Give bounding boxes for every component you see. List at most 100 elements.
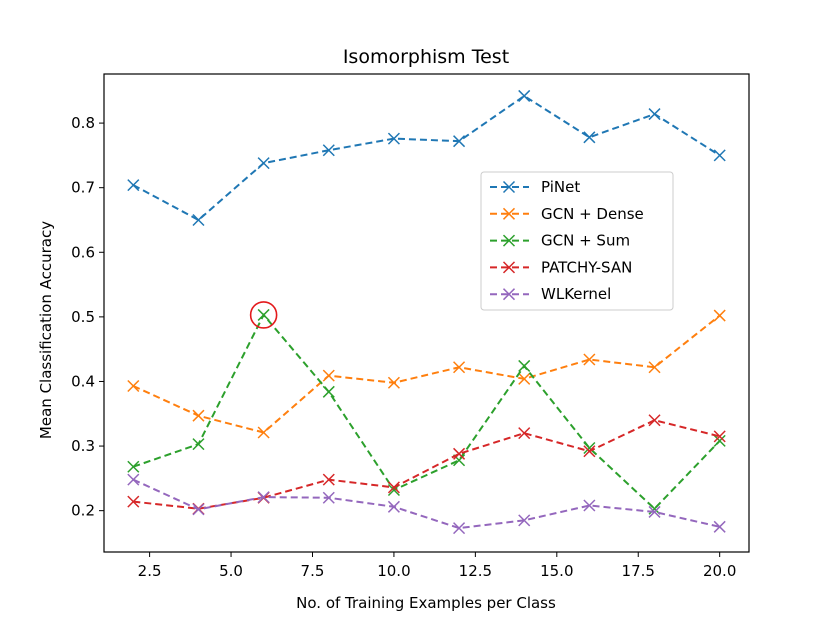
marker-stroke — [387, 500, 400, 513]
x-tick-label: 2.5 — [138, 562, 162, 580]
marker-stroke — [648, 361, 661, 374]
data-point-gcn-sum — [127, 460, 140, 473]
series-line-patchy-san — [133, 419, 720, 510]
legend-label: GCN + Dense — [541, 205, 644, 223]
annotation-layer — [249, 301, 278, 329]
data-point-wlkernel — [257, 491, 270, 504]
marker-stroke — [322, 385, 335, 398]
series-line-gcn-sum — [132, 313, 721, 511]
marker-stroke — [518, 89, 531, 102]
marker-stroke — [453, 135, 466, 148]
marker-stroke — [127, 473, 140, 486]
y-tick-label: 0.5 — [71, 308, 95, 326]
data-point-wlkernel — [322, 491, 335, 504]
marker-stroke — [453, 447, 466, 460]
x-tick-label: 17.5 — [622, 562, 655, 580]
marker-stroke — [387, 376, 400, 389]
marker-stroke — [583, 445, 596, 458]
legend-frame — [480, 171, 674, 311]
data-point-gcn-dense — [322, 369, 335, 382]
data-point-patchy-san — [127, 495, 140, 508]
marker-stroke — [502, 288, 516, 301]
marker-stroke — [502, 234, 516, 247]
marker-stroke — [127, 379, 140, 393]
marker-stroke — [713, 149, 726, 162]
highlight-circle — [249, 301, 278, 329]
x-tick-label: 10.0 — [377, 562, 410, 580]
data-point-patchy-san — [453, 447, 466, 460]
marker-stroke — [713, 430, 726, 443]
marker-stroke — [322, 369, 335, 382]
legend-item-pinet: PiNet — [490, 178, 580, 196]
series-layer — [127, 89, 726, 535]
series-line-pinet — [132, 94, 721, 222]
legend-item-patchy-san: PATCHY-SAN — [490, 258, 632, 276]
marker-stroke — [583, 131, 596, 144]
series-wlkernel — [127, 473, 726, 535]
series-pinet — [127, 89, 726, 227]
data-point-gcn-dense — [583, 353, 596, 366]
marker-stroke — [518, 359, 531, 372]
data-point-patchy-san — [713, 430, 726, 443]
x-tick-label: 20.0 — [703, 562, 736, 580]
x-axis-label: No. of Training Examples per Class — [296, 594, 556, 612]
marker-stroke — [648, 108, 661, 121]
chart-title: Isomorphism Test — [343, 46, 509, 68]
x-tick-label: 7.5 — [301, 562, 325, 580]
y-tick-label: 0.3 — [71, 437, 95, 455]
marker-stroke — [502, 180, 516, 194]
data-point-wlkernel — [192, 503, 205, 516]
marker-stroke — [192, 409, 205, 422]
y-axis-label: Mean Classification Accuracy — [37, 221, 55, 439]
marker-stroke — [583, 499, 596, 512]
data-point-gcn-dense — [648, 361, 661, 374]
x-tick-label: 12.5 — [459, 562, 492, 580]
legend-marker — [502, 261, 516, 274]
data-point-patchy-san — [518, 427, 531, 440]
legend: PiNet GCN + Dense GCN + Sum PATCHY-SAN WLKer… — [480, 171, 674, 311]
series-line-gcn-dense — [132, 314, 721, 434]
legend-item-gcn-dense: GCN + Dense — [490, 205, 644, 223]
data-point-pinet — [127, 179, 140, 192]
legend-label: GCN + Sum — [541, 232, 630, 250]
marker-stroke — [387, 132, 400, 145]
marker-stroke — [127, 460, 140, 473]
data-point-gcn-dense — [713, 309, 726, 322]
marker-stroke — [127, 495, 140, 508]
data-point-gcn-sum — [192, 438, 205, 451]
marker-stroke — [502, 207, 516, 220]
x-axis: 2.5 5.0 7.5 10.0 12.5 15.0 17.5 20.0 — [138, 552, 736, 580]
marker-stroke — [127, 179, 140, 192]
data-point-gcn-dense — [127, 379, 140, 393]
data-point-patchy-san — [583, 445, 596, 458]
legend-marker — [502, 234, 516, 247]
marker-stroke — [322, 491, 335, 504]
marker-stroke — [583, 441, 596, 455]
data-point-wlkernel — [648, 505, 661, 518]
y-axis: 0.2 0.3 0.4 0.5 0.6 0.7 0.8 — [71, 114, 104, 520]
marker-stroke — [453, 361, 466, 374]
data-point-pinet — [518, 89, 531, 102]
plot-frame — [103, 73, 750, 553]
data-point-gcn-sum — [257, 308, 270, 321]
legend-marker — [502, 207, 516, 220]
marker-stroke — [502, 261, 516, 274]
series-line-wlkernel — [132, 478, 720, 530]
data-point-gcn-sum — [713, 434, 726, 447]
data-point-patchy-san — [322, 473, 335, 486]
data-point-gcn-dense — [518, 372, 531, 385]
legend-label: WLKernel — [541, 285, 611, 303]
marker-stroke — [387, 481, 400, 494]
data-point-pinet — [583, 131, 596, 144]
marker-stroke — [583, 353, 596, 366]
y-tick-label: 0.2 — [71, 502, 95, 520]
marker-stroke — [648, 414, 661, 427]
marker-stroke — [257, 308, 270, 321]
y-tick-label: 0.8 — [71, 114, 95, 132]
marker-stroke — [713, 309, 726, 322]
data-point-pinet — [453, 135, 466, 148]
data-point-patchy-san — [387, 481, 400, 494]
marker-stroke — [257, 491, 270, 504]
